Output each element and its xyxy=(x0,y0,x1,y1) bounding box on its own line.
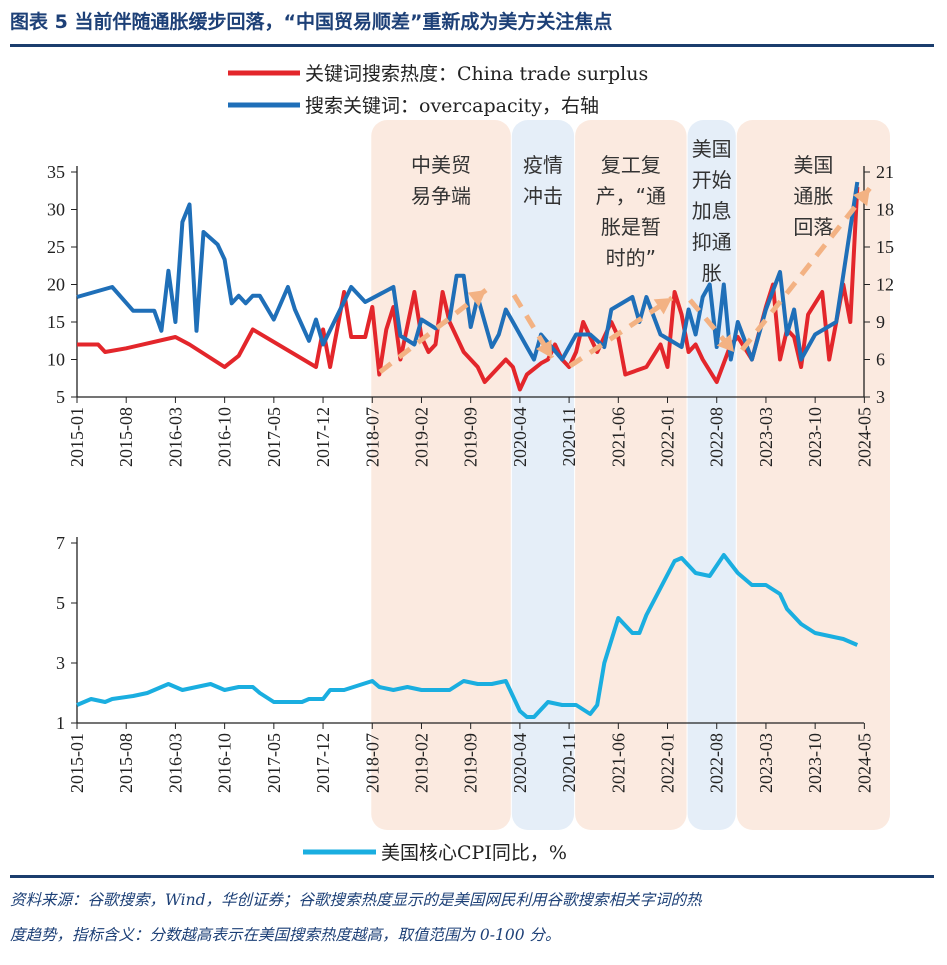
title-rule xyxy=(10,44,934,47)
band-2 xyxy=(575,120,687,830)
x-tick-label: 2016-10 xyxy=(215,407,235,467)
band-label: 胀 xyxy=(702,261,722,285)
x-tick-label: 2023-10 xyxy=(805,407,825,467)
y-tick-label: 5 xyxy=(56,593,65,613)
x-tick-label: 2023-10 xyxy=(805,733,825,793)
x-tick-label: 2023-03 xyxy=(756,407,776,467)
page-title: 图表 5 当前伴随通胀缓步回落，“中国贸易顺差”重新成为美方关注焦点 xyxy=(10,10,612,33)
trend-arrow-head-icon xyxy=(716,333,734,352)
band-label: 抑通 xyxy=(692,230,732,254)
legend-label-cyan: 美国核心CPI同比，% xyxy=(381,842,567,864)
x-tick-label: 2023-03 xyxy=(756,733,776,793)
footer-rule xyxy=(10,875,934,878)
y-right-tick-label: 12 xyxy=(876,275,894,295)
bottom-chart: 1 3 5 7 2015-01 2015-08 2016-03 2016-10 2017-05 2… xyxy=(56,533,874,793)
x-tick-label: 2020-11 xyxy=(559,733,579,792)
x-tick-label: 2022-08 xyxy=(707,407,727,467)
band-label: 加息 xyxy=(692,199,732,223)
x-tick-label: 2016-03 xyxy=(165,733,185,793)
trend-arrow-head-icon xyxy=(653,298,672,315)
x-tick-label: 2016-10 xyxy=(215,733,235,793)
x-tick-label: 2017-12 xyxy=(313,407,333,467)
band-label: 复工复 xyxy=(601,153,661,177)
top-chart: 5 10 15 20 25 30 35 3 6 9 12 15 18 21 2015-01 2015-08 20… xyxy=(47,162,894,467)
band-label: 开始 xyxy=(692,168,732,192)
band-label: 胀是暂 xyxy=(601,215,661,239)
y-right-tick-label: 21 xyxy=(876,162,894,182)
band-label: 产，“通 xyxy=(596,184,666,208)
x-tick-label: 2017-05 xyxy=(264,733,284,793)
x-tick-label: 2018-07 xyxy=(362,407,382,467)
x-tick-label: 2015-01 xyxy=(67,733,87,793)
x-tick-label: 2019-09 xyxy=(461,407,481,467)
x-tick-label: 2020-11 xyxy=(559,407,579,466)
band-label: 中美贸 xyxy=(411,153,471,177)
x-tick-label: 2022-01 xyxy=(658,733,678,793)
y-right-tick-label: 6 xyxy=(876,350,885,370)
x-tick-label: 2017-12 xyxy=(313,733,333,793)
band-label: 美国 xyxy=(793,153,833,177)
legend-top: 关键词搜索热度：China trade surplus 搜索关键词：overca… xyxy=(228,63,648,117)
band-label: 冲击 xyxy=(523,184,563,208)
trend-arrow-line xyxy=(740,186,872,352)
x-tick-label: 2022-08 xyxy=(707,733,727,793)
legend-label-red: 关键词搜索热度：China trade surplus xyxy=(305,63,648,85)
x-tick-label: 2021-06 xyxy=(608,407,628,467)
y-right-tick-label: 15 xyxy=(876,237,894,257)
y-tick-label: 35 xyxy=(47,162,65,182)
x-tick-label: 2019-02 xyxy=(411,407,431,467)
source-note-line2: 度趋势，指标含义：分数越高表示在美国搜索热度越高，取值范围为 0-100 分。 xyxy=(10,926,561,944)
x-tick-label: 2020-04 xyxy=(510,407,530,467)
x-tick-label: 2015-08 xyxy=(116,733,136,793)
y-right-tick-label: 18 xyxy=(876,200,894,220)
trend-arrow-head-icon xyxy=(853,188,870,207)
series-line-0 xyxy=(76,553,859,719)
x-tick-label: 2022-01 xyxy=(658,407,678,467)
trend-arrow-line xyxy=(568,295,674,369)
band-label: 易争端 xyxy=(411,184,471,208)
trend-arrow-head-icon xyxy=(467,290,486,307)
band-label: 美国 xyxy=(692,137,732,161)
y-tick-label: 15 xyxy=(47,312,65,332)
band-label: 回落 xyxy=(793,215,833,239)
y-tick-label: 5 xyxy=(56,387,65,407)
x-tick-label: 2018-07 xyxy=(362,733,382,793)
x-tick-label: 2019-02 xyxy=(411,733,431,793)
source-note-line1: 资料来源：谷歌搜索，Wind，华创证券；谷歌搜索热度显示的是美国网民利用谷歌搜索… xyxy=(10,891,703,909)
x-tick-label: 2019-09 xyxy=(461,733,481,793)
y-tick-label: 3 xyxy=(56,653,65,673)
y-right-tick-label: 3 xyxy=(876,387,885,407)
band-1 xyxy=(511,120,575,830)
legend-label-blue: 搜索关键词：overcapacity，右轴 xyxy=(305,95,599,117)
legend-bottom: 美国核心CPI同比，% xyxy=(303,842,567,864)
x-tick-label: 2016-03 xyxy=(165,407,185,467)
y-tick-label: 30 xyxy=(47,200,65,220)
x-tick-label: 2017-05 xyxy=(264,407,284,467)
y-right-tick-label: 9 xyxy=(876,312,885,332)
x-tick-label: 2024-05 xyxy=(854,407,874,467)
x-tick-label: 2015-01 xyxy=(67,407,87,467)
y-tick-label: 20 xyxy=(47,275,65,295)
band-label: 通胀 xyxy=(793,184,833,208)
x-tick-label: 2020-04 xyxy=(510,733,530,793)
band-label: 疫情 xyxy=(523,153,563,177)
trend-arrow-head-icon xyxy=(536,339,552,358)
x-tick-label: 2024-05 xyxy=(854,733,874,793)
x-tick-label: 2021-06 xyxy=(608,733,628,793)
y-tick-label: 7 xyxy=(56,533,65,553)
band-label: 时的” xyxy=(606,246,656,270)
x-tick-label: 2015-08 xyxy=(116,407,136,467)
y-tick-label: 10 xyxy=(47,350,65,370)
y-tick-label: 1 xyxy=(56,713,65,733)
y-tick-label: 25 xyxy=(47,237,65,257)
